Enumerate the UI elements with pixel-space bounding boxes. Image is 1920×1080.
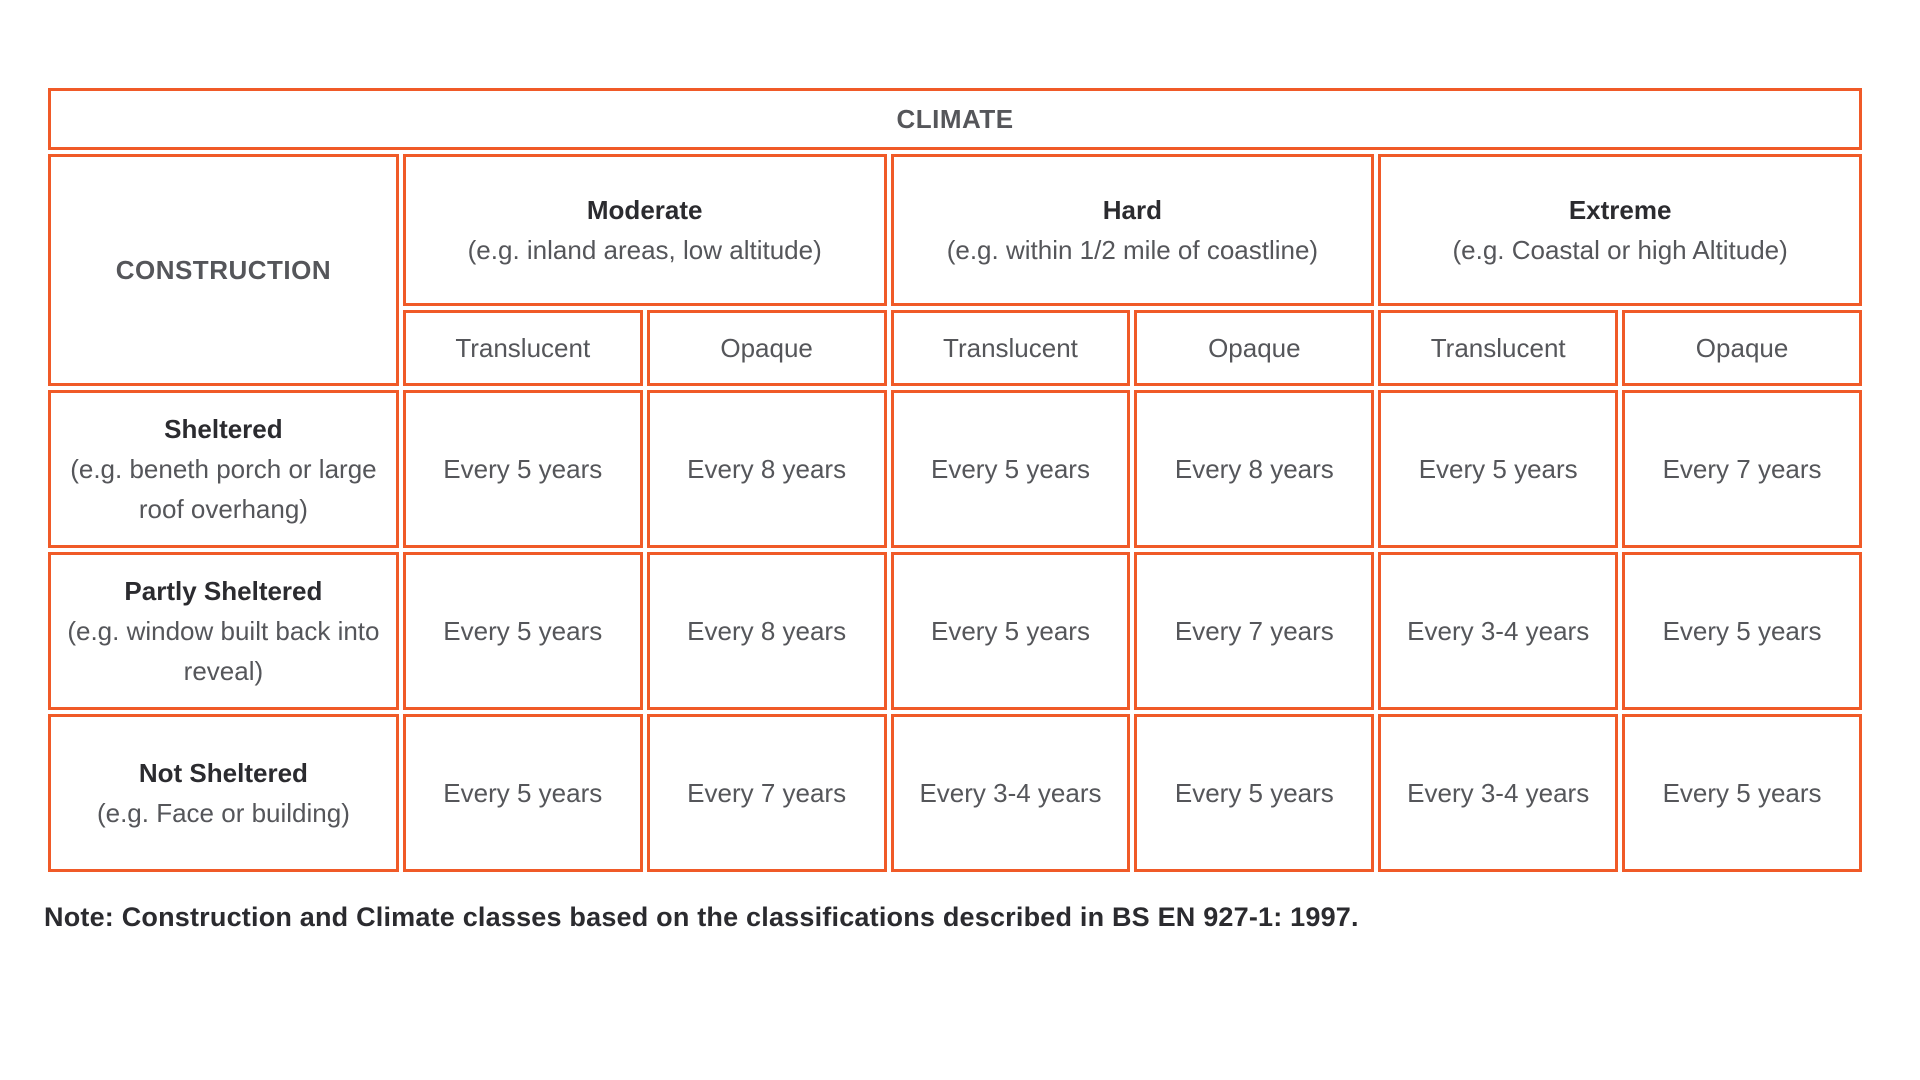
climate-group-hard-name: Hard	[1102, 194, 1163, 225]
maintenance-schedule-table: CLIMATE CONSTRUCTION Moderate (e.g. inla…	[44, 84, 1866, 876]
table-row-sheltered: Sheltered (e.g. beneth porch or large ro…	[48, 390, 1862, 548]
row-header-sheltered: Sheltered (e.g. beneth porch or large ro…	[48, 390, 399, 548]
table-row-partly-sheltered: Partly Sheltered (e.g. window built back…	[48, 552, 1862, 710]
row-header-not-sheltered-example: (e.g. Face or building)	[96, 798, 350, 828]
cell-notsheltered-hard-translucent: Every 3-4 years	[890, 714, 1131, 872]
cell-notsheltered-extreme-opaque: Every 5 years	[1622, 714, 1862, 872]
climate-group-extreme: Extreme (e.g. Coastal or high Altitude)	[1378, 154, 1862, 306]
cell-partly-moderate-translucent: Every 5 years	[402, 552, 643, 710]
cell-partly-hard-translucent: Every 5 years	[890, 552, 1131, 710]
row-header-sheltered-name: Sheltered	[164, 413, 283, 444]
finish-col-moderate-opaque: Opaque	[646, 310, 887, 386]
cell-partly-moderate-opaque: Every 8 years	[646, 552, 887, 710]
note-text: Note: Construction and Climate classes b…	[44, 902, 1359, 932]
row-header-not-sheltered: Not Sheltered (e.g. Face or building)	[48, 714, 399, 872]
finish-col-hard-opaque: Opaque	[1134, 310, 1375, 386]
climate-group-moderate-example: (e.g. inland areas, low altitude)	[467, 235, 822, 265]
climate-group-hard: Hard (e.g. within 1/2 mile of coastline)	[890, 154, 1375, 306]
finish-col-hard-translucent: Translucent	[890, 310, 1131, 386]
finish-col-extreme-translucent: Translucent	[1378, 310, 1619, 386]
row-header-partly-sheltered-example: (e.g. window built back into reveal)	[67, 615, 380, 687]
cell-notsheltered-moderate-opaque: Every 7 years	[646, 714, 887, 872]
cell-notsheltered-extreme-translucent: Every 3-4 years	[1378, 714, 1619, 872]
cell-partly-hard-opaque: Every 7 years	[1134, 552, 1375, 710]
cell-sheltered-hard-translucent: Every 5 years	[890, 390, 1131, 548]
row-header-partly-sheltered: Partly Sheltered (e.g. window built back…	[48, 552, 399, 710]
cell-sheltered-moderate-translucent: Every 5 years	[402, 390, 643, 548]
construction-header-cell: CONSTRUCTION	[48, 154, 399, 386]
climate-group-moderate: Moderate (e.g. inland areas, low altitud…	[402, 154, 887, 306]
cell-partly-extreme-translucent: Every 3-4 years	[1378, 552, 1619, 710]
climate-group-extreme-name: Extreme	[1568, 194, 1672, 225]
finish-type-row: Translucent Opaque Translucent Opaque Tr…	[48, 310, 1862, 386]
climate-group-extreme-example: (e.g. Coastal or high Altitude)	[1452, 235, 1788, 265]
cell-sheltered-hard-opaque: Every 8 years	[1134, 390, 1375, 548]
row-header-partly-sheltered-name: Partly Sheltered	[124, 575, 323, 606]
finish-col-extreme-opaque: Opaque	[1622, 310, 1862, 386]
climate-groups-row: CONSTRUCTION Moderate (e.g. inland areas…	[48, 154, 1862, 386]
climate-header-row: CLIMATE	[48, 88, 1862, 150]
finish-col-moderate-translucent: Translucent	[402, 310, 643, 386]
cell-sheltered-extreme-translucent: Every 5 years	[1378, 390, 1619, 548]
climate-group-moderate-name: Moderate	[586, 194, 703, 225]
cell-notsheltered-moderate-translucent: Every 5 years	[402, 714, 643, 872]
climate-header-cell: CLIMATE	[48, 88, 1862, 150]
cell-notsheltered-hard-opaque: Every 5 years	[1134, 714, 1375, 872]
cell-sheltered-moderate-opaque: Every 8 years	[646, 390, 887, 548]
cell-sheltered-extreme-opaque: Every 7 years	[1622, 390, 1862, 548]
climate-group-hard-example: (e.g. within 1/2 mile of coastline)	[946, 235, 1319, 265]
cell-partly-extreme-opaque: Every 5 years	[1622, 552, 1862, 710]
table-row-not-sheltered: Not Sheltered (e.g. Face or building) Ev…	[48, 714, 1862, 872]
row-header-not-sheltered-name: Not Sheltered	[138, 757, 308, 788]
row-header-sheltered-example: (e.g. beneth porch or large roof overhan…	[70, 453, 377, 525]
